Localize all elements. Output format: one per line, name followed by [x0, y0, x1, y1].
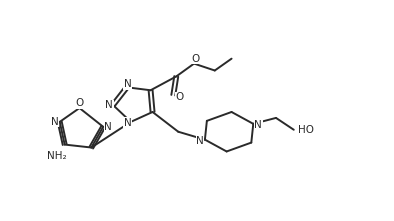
Text: O: O [191, 54, 199, 64]
Text: N: N [124, 118, 132, 128]
Text: N: N [104, 122, 112, 132]
Text: NH₂: NH₂ [47, 151, 67, 161]
Text: N: N [105, 100, 113, 110]
Text: O: O [75, 98, 84, 108]
Text: N: N [51, 117, 59, 127]
Text: O: O [175, 92, 183, 102]
Text: HO: HO [297, 125, 314, 135]
Text: N: N [124, 79, 132, 89]
Text: N: N [255, 120, 262, 130]
Text: N: N [196, 136, 204, 146]
